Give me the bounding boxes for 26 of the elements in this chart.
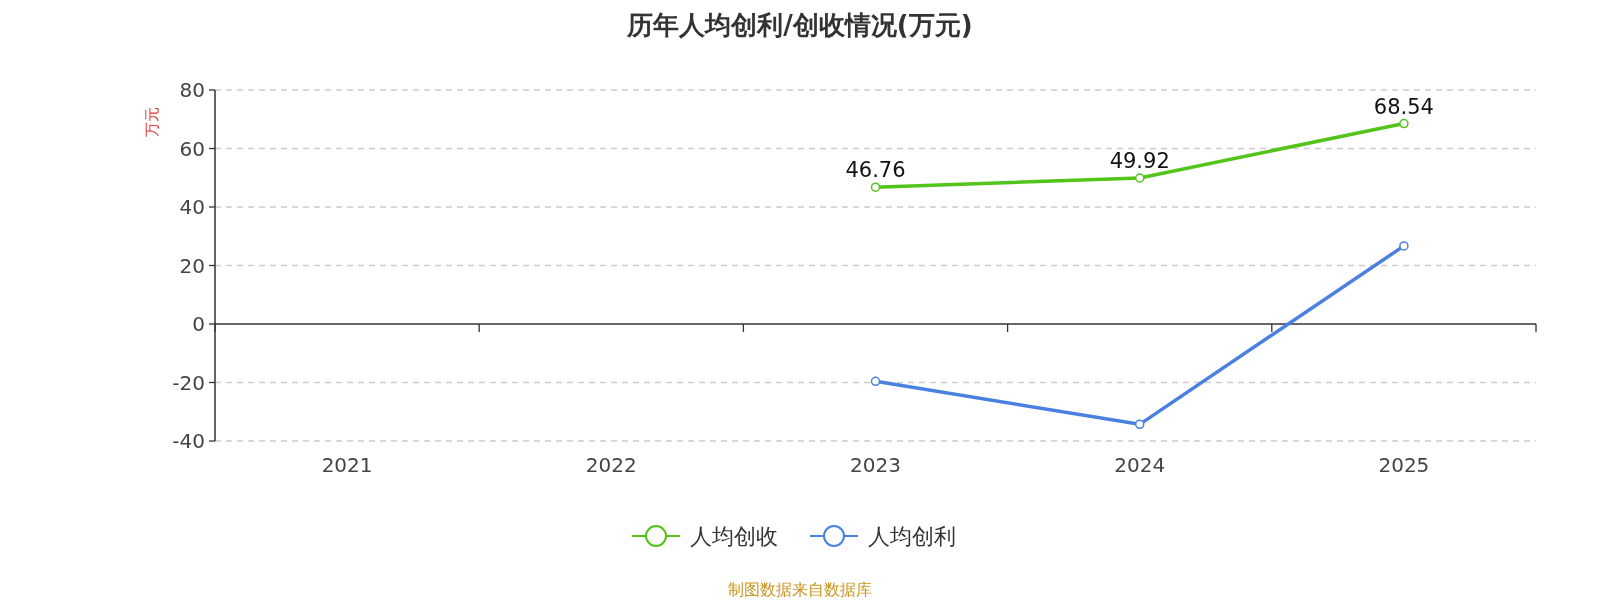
y-tick-label: 40 (179, 195, 205, 219)
point (870, 376, 881, 387)
point (1134, 419, 1145, 430)
legend-label: 人均创利 (868, 524, 956, 549)
text: 制图数据来自数据库 (728, 580, 872, 599)
point (1399, 118, 1409, 129)
data-label: 46.76 (845, 158, 906, 183)
y-tick-label: 0 (192, 312, 205, 336)
x-tick-label: 2024 (1114, 453, 1166, 477)
x-tick-label: 2023 (850, 453, 901, 477)
y-tick-label: 80 (179, 78, 205, 102)
data-label: 49.92 (1109, 148, 1170, 173)
x-tick-label: 2021 (321, 453, 373, 477)
point (1399, 241, 1409, 251)
data-label: 68.54 (1373, 94, 1434, 119)
x-tick-label: 2025 (1378, 453, 1430, 477)
chart-title: 历年人均创利/创收情况(万元) (626, 10, 973, 40)
y-tick-label: 60 (179, 136, 205, 161)
point (1134, 173, 1145, 183)
point (870, 182, 881, 192)
y-axis-title: 万元 (143, 107, 161, 137)
x-tick-label: 2022 (585, 453, 637, 477)
legend-label: 人均创收 (690, 524, 778, 549)
y-tick-label: 20 (179, 253, 205, 278)
y-tick-label: -40 (172, 429, 205, 453)
y-tick-label: -20 (172, 370, 205, 395)
